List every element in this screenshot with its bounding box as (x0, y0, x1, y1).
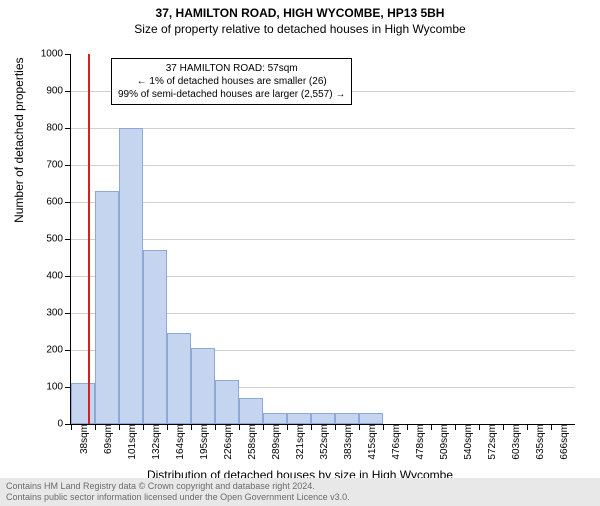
x-tick-label: 258sqm (239, 424, 258, 460)
y-tick-label: 400 (46, 271, 71, 282)
x-tick-label: 38sqm (71, 424, 90, 454)
histogram-bar (215, 380, 239, 424)
x-tick-label: 509sqm (431, 424, 450, 460)
y-axis-label: Number of detached properties (12, 57, 26, 222)
x-tick-label: 352sqm (311, 424, 330, 460)
footer-line2: Contains public sector information licen… (6, 492, 594, 503)
y-tick-label: 0 (57, 419, 71, 430)
y-tick-label: 600 (46, 197, 71, 208)
y-tick-label: 500 (46, 234, 71, 245)
x-tick-label: 666sqm (551, 424, 570, 460)
x-tick-label: 635sqm (527, 424, 546, 460)
grid-line (71, 128, 575, 129)
x-tick-label: 321sqm (287, 424, 306, 460)
x-tick-label: 478sqm (407, 424, 426, 460)
y-tick-label: 300 (46, 308, 71, 319)
x-tick-label: 101sqm (119, 424, 138, 460)
histogram-bar (311, 413, 335, 424)
histogram-bar (71, 383, 95, 424)
footer-line1: Contains HM Land Registry data © Crown c… (6, 481, 594, 492)
histogram-bar (287, 413, 311, 424)
histogram-bar (263, 413, 287, 424)
y-tick-label: 200 (46, 345, 71, 356)
histogram-bar (95, 191, 119, 424)
y-tick-label: 1000 (41, 49, 71, 60)
y-tick-label: 100 (46, 382, 71, 393)
x-tick-label: 69sqm (95, 424, 114, 454)
x-tick-label: 572sqm (479, 424, 498, 460)
histogram-bar (359, 413, 383, 424)
grid-line (71, 202, 575, 203)
grid-line (71, 239, 575, 240)
title-sub: Size of property relative to detached ho… (0, 22, 600, 36)
annotation-line2: ← 1% of detached houses are smaller (26) (118, 75, 345, 88)
x-tick-label: 540sqm (455, 424, 474, 460)
chart-plot-area: 0100200300400500600700800900100038sqm69s… (70, 54, 575, 425)
x-tick-label: 164sqm (167, 424, 186, 460)
histogram-bar (239, 398, 263, 424)
property-marker-line (88, 54, 90, 424)
histogram-bar (143, 250, 167, 424)
histogram-bar (119, 128, 143, 424)
x-tick-label: 226sqm (215, 424, 234, 460)
x-tick-label: 195sqm (191, 424, 210, 460)
annotation-line3: 99% of semi-detached houses are larger (… (118, 88, 345, 101)
y-tick-label: 900 (46, 86, 71, 97)
annotation-box: 37 HAMILTON ROAD: 57sqm ← 1% of detached… (111, 58, 352, 105)
x-tick-label: 132sqm (143, 424, 162, 460)
x-tick-label: 476sqm (383, 424, 402, 460)
x-tick-label: 603sqm (503, 424, 522, 460)
chart-container: 37, HAMILTON ROAD, HIGH WYCOMBE, HP13 5B… (0, 6, 600, 506)
y-tick-label: 800 (46, 123, 71, 134)
x-tick-label: 289sqm (263, 424, 282, 460)
footer: Contains HM Land Registry data © Crown c… (0, 478, 600, 506)
histogram-bar (191, 348, 215, 424)
histogram-bar (335, 413, 359, 424)
histogram-bar (167, 333, 191, 424)
y-tick-label: 700 (46, 160, 71, 171)
x-tick-label: 383sqm (335, 424, 354, 460)
grid-line (71, 165, 575, 166)
title-main: 37, HAMILTON ROAD, HIGH WYCOMBE, HP13 5B… (0, 6, 600, 20)
x-tick-label: 415sqm (359, 424, 378, 460)
annotation-line1: 37 HAMILTON ROAD: 57sqm (118, 62, 345, 75)
